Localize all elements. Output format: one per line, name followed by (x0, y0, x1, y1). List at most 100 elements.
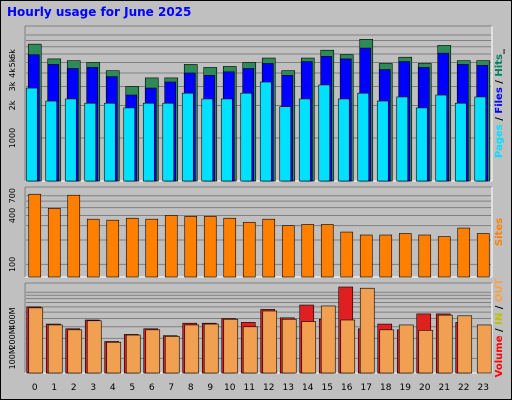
bar-pages-hour-1 (45, 100, 58, 182)
panel-sites-legend-label: Sites (494, 218, 505, 246)
x-tick-label-hour-0: 0 (32, 383, 38, 393)
legend-entry: Volume (494, 335, 505, 377)
bar-pages-hour-21 (435, 94, 448, 182)
legend-entry: IN (494, 313, 505, 325)
x-tick-label-hour-12: 12 (263, 383, 274, 393)
legend-entry: / (494, 114, 505, 125)
y-tick-label: 100 (8, 257, 17, 272)
legend-entry: / (494, 77, 505, 88)
x-tick-label-hour-1: 1 (51, 383, 57, 393)
y-tick-label: 3k (8, 81, 17, 91)
bar-pages-hour-9 (201, 98, 214, 182)
y-tick-label: 700 (8, 188, 17, 203)
x-tick-label-hour-17: 17 (361, 383, 372, 393)
bar-sites-hour-12 (262, 218, 276, 278)
bar-sites-hour-2 (67, 194, 81, 278)
legend-entry: _ (494, 49, 505, 54)
bar-pages-hour-10 (220, 98, 233, 182)
bar-out-hour-5 (125, 334, 141, 374)
legend-entry: / (494, 325, 505, 336)
y-tick-label: 4k (8, 68, 17, 78)
bar-out-hour-9 (203, 323, 219, 374)
bar-sites-hour-18 (379, 234, 393, 278)
y-tick-label: 5k (8, 57, 17, 67)
bar-sites-hour-10 (223, 217, 237, 278)
bar-pages-hour-11 (240, 92, 253, 182)
bar-out-hour-22 (457, 315, 473, 374)
bar-out-hour-10 (223, 318, 239, 374)
bar-out-hour-8 (184, 324, 200, 374)
bar-sites-hour-17 (359, 234, 373, 278)
bar-pages-hour-0 (25, 87, 38, 182)
chart-title: Hourly usage for June 2025 (7, 5, 191, 19)
x-tick-label-hour-16: 16 (341, 383, 353, 393)
x-tick-label-hour-15: 15 (322, 383, 333, 393)
bar-out-hour-3 (86, 320, 102, 374)
legend-entry: Pages (494, 124, 505, 158)
bar-sites-hour-6 (145, 218, 159, 278)
bar-pages-hour-22 (454, 102, 467, 182)
bar-sites-hour-19 (398, 233, 412, 278)
x-tick-label-hour-9: 9 (207, 383, 213, 393)
bar-sites-hour-9 (203, 216, 217, 278)
y-tick-label: 400M (8, 307, 17, 329)
bar-pages-hour-3 (84, 102, 97, 182)
x-tick-label-hour-19: 19 (400, 383, 412, 393)
x-tick-label-hour-14: 14 (302, 383, 314, 393)
bar-sites-hour-22 (457, 227, 471, 278)
bar-sites-hour-14 (301, 224, 315, 278)
x-tick-label-hour-4: 4 (110, 383, 116, 393)
y-tick-label: 2k (8, 100, 17, 110)
bar-sites-hour-21 (437, 236, 451, 278)
panel-volume-legend-label: Volume / IN / OUT (494, 279, 505, 378)
bar-sites-hour-13 (281, 225, 295, 278)
bar-pages-hour-2 (64, 98, 77, 182)
bar-out-hour-20 (418, 330, 434, 374)
bar-sites-hour-11 (242, 221, 256, 278)
bar-out-hour-13 (281, 318, 297, 374)
bar-pages-hour-4 (103, 102, 116, 182)
bar-pages-hour-8 (181, 92, 194, 182)
x-tick-label-hour-18: 18 (380, 383, 392, 393)
bar-pages-hour-17 (357, 92, 370, 182)
bar-pages-hour-15 (318, 84, 331, 182)
bar-pages-hour-14 (298, 98, 311, 182)
bar-out-hour-19 (398, 324, 414, 374)
bar-sites-hour-16 (340, 231, 354, 278)
x-tick-label-hour-21: 21 (439, 383, 450, 393)
bar-pages-hour-13 (279, 106, 292, 182)
x-tick-label-hour-23: 23 (478, 383, 489, 393)
bar-out-hour-2 (67, 329, 83, 374)
bar-out-hour-7 (164, 336, 180, 374)
x-tick-label-hour-22: 22 (458, 383, 469, 393)
bar-pages-hour-19 (396, 96, 409, 182)
y-tick-label: 100M (8, 347, 17, 369)
y-tick-label: 1000 (8, 128, 17, 148)
bar-pages-hour-5 (123, 107, 136, 182)
bar-pages-hour-20 (415, 107, 428, 182)
x-tick-label-hour-10: 10 (224, 383, 236, 393)
legend-entry: OUT (494, 279, 505, 303)
x-tick-label-hour-20: 20 (419, 383, 431, 393)
x-tick-label-hour-5: 5 (129, 383, 135, 393)
bar-pages-hour-16 (337, 98, 350, 182)
bar-sites-hour-15 (320, 224, 334, 278)
x-tick-label-hour-8: 8 (188, 383, 194, 393)
bar-pages-hour-7 (162, 102, 175, 182)
bar-out-hour-17 (359, 287, 375, 374)
y-tick-label: 400 (8, 208, 17, 223)
bar-pages-hour-12 (259, 81, 272, 182)
panel-sites-area (25, 187, 492, 277)
bar-sites-hour-20 (418, 234, 432, 278)
bar-out-hour-15 (320, 305, 336, 374)
x-tick-label-hour-6: 6 (149, 383, 155, 393)
bar-out-hour-21 (437, 314, 453, 374)
bar-sites-hour-7 (164, 215, 178, 278)
legend-entry: Sites (494, 218, 505, 246)
bar-out-hour-0 (28, 307, 44, 374)
bar-sites-hour-4 (106, 219, 120, 278)
bar-sites-hour-23 (476, 233, 490, 278)
bar-out-hour-18 (379, 329, 395, 374)
panel-traffic-area (25, 26, 492, 181)
